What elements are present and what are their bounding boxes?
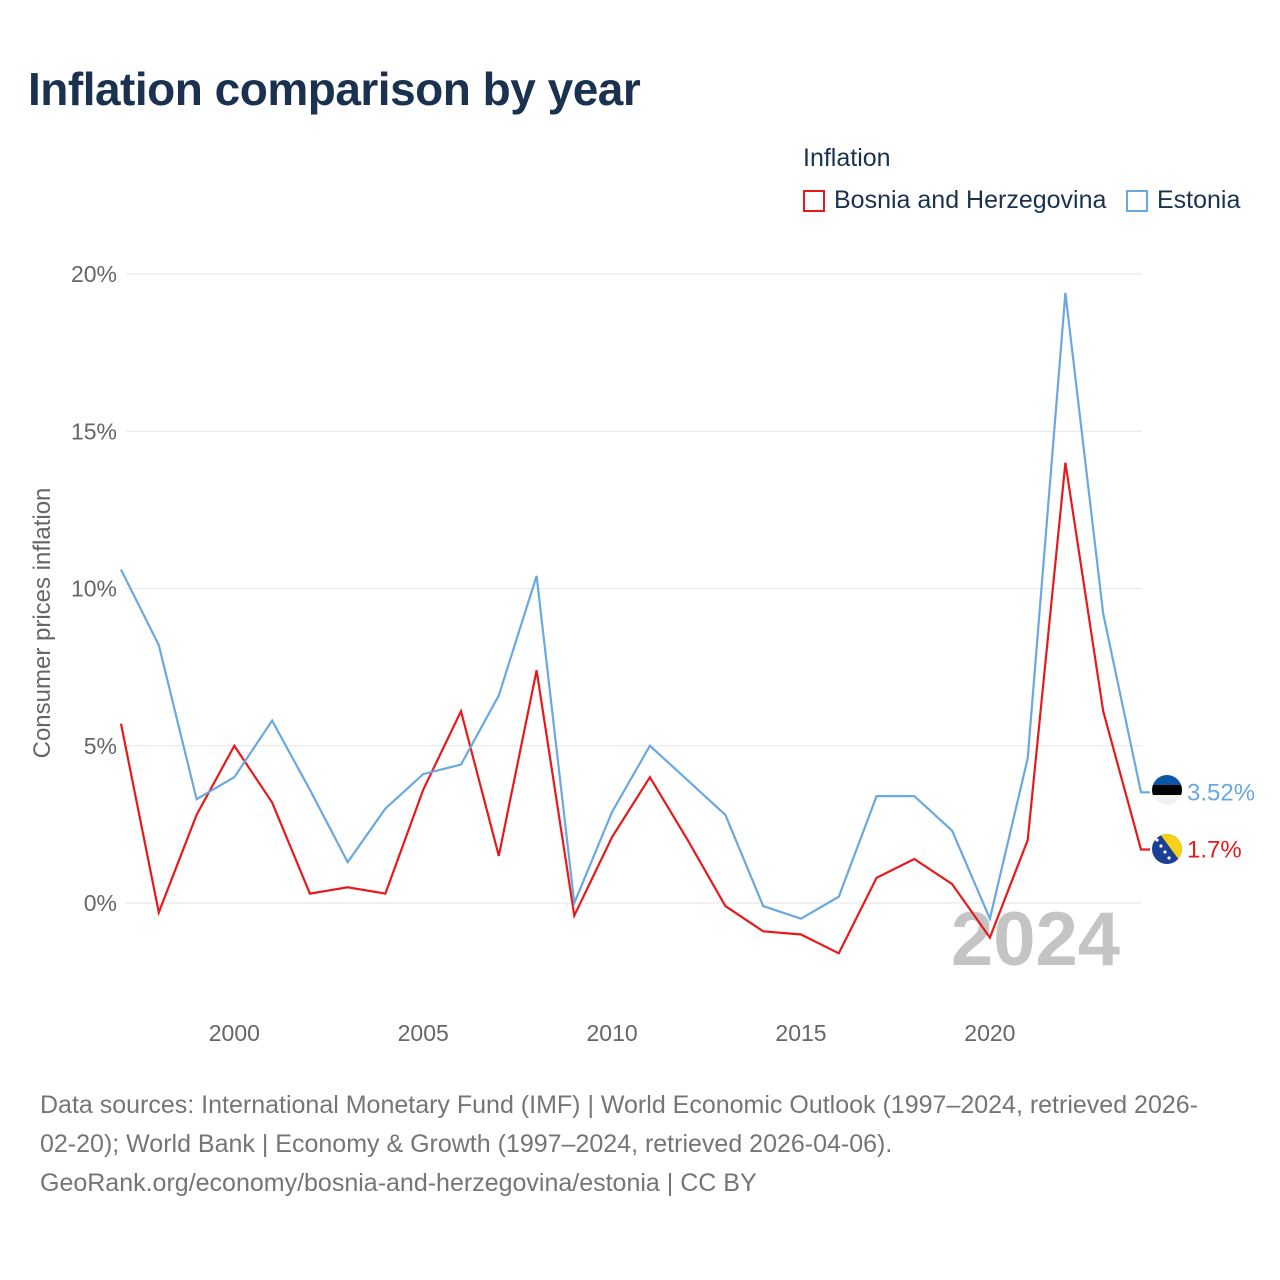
line-chart: 0% 5% 10% 15% 20% 2000 2005 2010 2015 2020 Consu…: [29, 261, 1255, 1046]
y-tick-label: 20%: [71, 261, 117, 287]
series-line-bosnia-and-herzegovina[interactable]: [119, 462, 1150, 955]
legend-title: Inflation: [803, 144, 891, 172]
y-axis-ticks: 0% 5% 10% 15% 20%: [71, 261, 117, 916]
y-tick-label: 10%: [71, 576, 117, 602]
data-sources-footer: Data sources: International Monetary Fun…: [40, 1086, 1250, 1203]
footer-line-2: 02-20); World Bank | Economy & Growth (1…: [40, 1130, 893, 1158]
y-axis-label: Consumer prices inflation: [29, 488, 56, 759]
series-line-estonia[interactable]: [120, 292, 1150, 923]
footer-line-1: Data sources: International Monetary Fun…: [40, 1091, 1198, 1119]
legend-swatch-bosnia: [803, 189, 825, 212]
series-lines: [119, 292, 1150, 955]
estonia-flag-icon: [1152, 775, 1182, 805]
legend-item-estonia[interactable]: Estonia: [1126, 186, 1240, 215]
x-tick-label: 2020: [964, 1020, 1015, 1046]
x-axis-ticks: 2000 2005 2010 2015 2020: [209, 1020, 1016, 1046]
y-tick-label: 15%: [71, 418, 117, 444]
y-tick-label: 0%: [84, 890, 117, 916]
end-value-label: 1.7%: [1187, 837, 1242, 864]
x-tick-label: 2010: [587, 1020, 638, 1046]
grid-lines: [126, 273, 1142, 904]
bosnia-flag-icon: [1152, 834, 1182, 864]
footer-source-link[interactable]: GeoRank.org/economy/bosnia-and-herzegovi…: [40, 1169, 757, 1197]
x-tick-label: 2005: [398, 1020, 449, 1046]
legend-swatch-estonia: [1126, 189, 1148, 212]
x-tick-label: 2000: [209, 1020, 260, 1046]
y-tick-label: 5%: [84, 733, 117, 759]
legend-label-bosnia: Bosnia and Herzegovina: [834, 186, 1107, 214]
chart-title: Inflation comparison by year: [28, 63, 641, 115]
end-labels: 1.7% 3.52%: [1187, 779, 1255, 863]
legend-label-estonia: Estonia: [1157, 186, 1241, 214]
legend-item-bosnia[interactable]: Bosnia and Herzegovina: [803, 186, 1106, 215]
year-watermark: 2024: [951, 897, 1120, 982]
x-tick-label: 2015: [775, 1020, 826, 1046]
end-value-label: 3.52%: [1187, 779, 1255, 806]
